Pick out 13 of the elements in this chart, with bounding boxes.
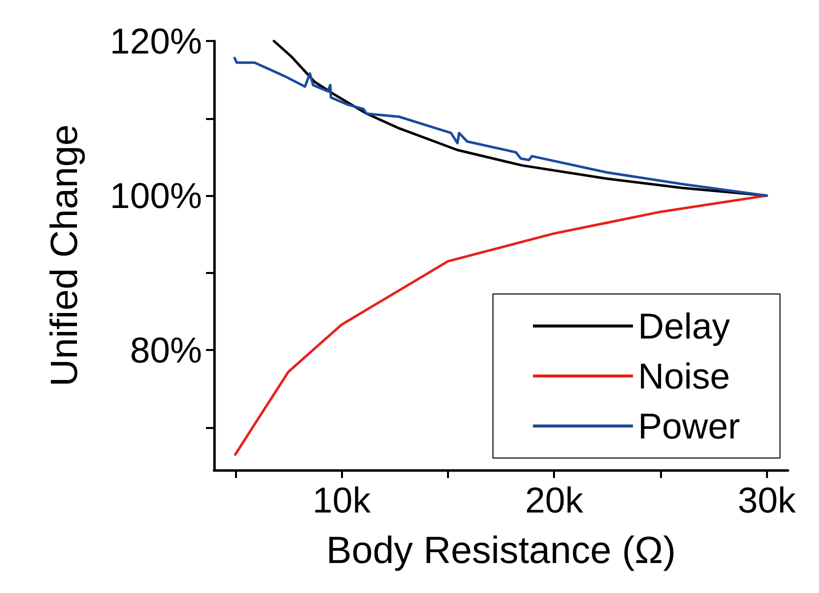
legend-label: Power: [638, 406, 740, 446]
x-tick-label: 20k: [525, 480, 584, 520]
y-axis-title: Unified Change: [44, 124, 86, 386]
y-tick-label: 120%: [110, 20, 202, 62]
legend-label: Delay: [638, 306, 730, 346]
line-series: [234, 194, 768, 456]
y-tick-label: 100%: [110, 175, 202, 216]
legend-label: Noise: [638, 356, 730, 396]
line-series: [233, 56, 768, 197]
x-axis-title: Body Resistance (Ω): [326, 530, 676, 572]
y-tick-label: 80%: [130, 330, 202, 371]
x-tick-label: 10k: [312, 480, 372, 520]
x-tick-label: 30k: [738, 480, 797, 520]
